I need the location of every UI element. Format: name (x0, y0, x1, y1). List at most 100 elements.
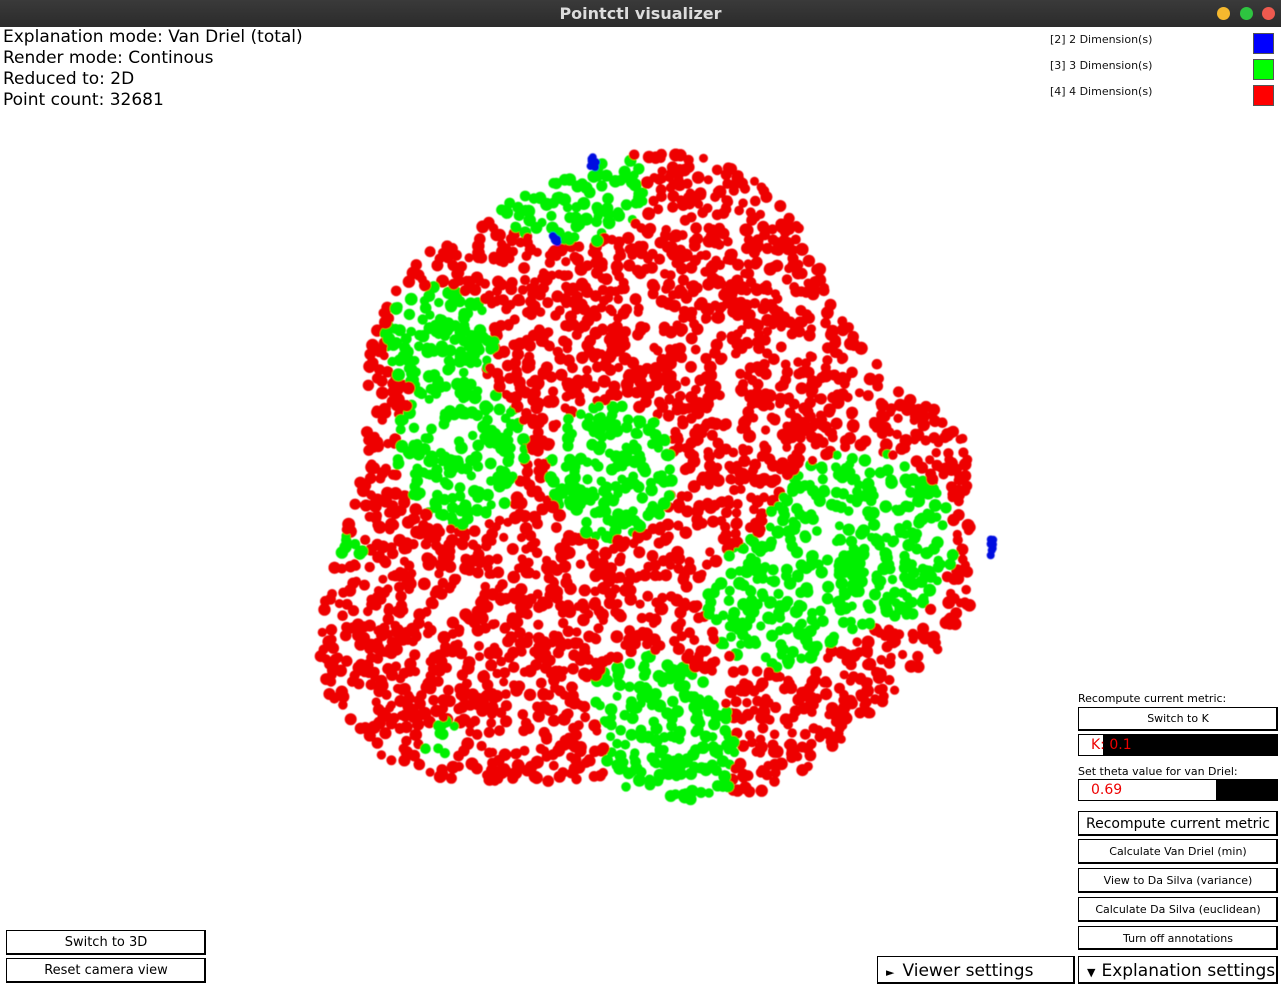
data-point (734, 205, 744, 216)
data-point (519, 667, 530, 677)
data-point (862, 390, 874, 402)
data-point (506, 419, 518, 431)
data-point (712, 780, 724, 792)
data-point (587, 170, 600, 183)
switch-3d-button[interactable]: Switch to 3D (6, 930, 206, 955)
data-point (766, 629, 779, 642)
view-da-silva-variance-button[interactable]: View to Da Silva (variance) (1078, 868, 1278, 893)
data-point (933, 555, 943, 566)
data-point (398, 542, 411, 555)
data-point (633, 192, 644, 203)
data-point (499, 667, 511, 679)
data-point (385, 524, 395, 535)
data-point (564, 474, 576, 486)
data-point (779, 509, 791, 521)
explanation-settings-button[interactable]: ▼ Explanation settings (1078, 956, 1278, 984)
data-point (670, 593, 684, 607)
data-point (807, 352, 817, 362)
data-point (571, 774, 582, 785)
data-point (712, 277, 724, 290)
data-point (677, 415, 688, 425)
data-point (465, 454, 477, 467)
data-point (553, 631, 563, 641)
data-point (523, 233, 533, 242)
data-point (605, 388, 618, 401)
data-point (819, 369, 833, 383)
data-point (500, 715, 513, 728)
turn-off-annotations-button[interactable]: Turn off annotations (1078, 926, 1278, 950)
data-point (806, 550, 818, 562)
data-point (437, 728, 449, 740)
data-point (663, 490, 675, 502)
data-point (888, 535, 900, 546)
reset-camera-button[interactable]: Reset camera view (6, 958, 206, 983)
data-point (741, 336, 753, 348)
maximize-button[interactable] (1240, 7, 1253, 20)
data-point (658, 321, 671, 333)
data-point (466, 471, 476, 481)
legend-label-3d: [3] 3 Dimension(s) (1050, 59, 1153, 72)
data-point (846, 419, 860, 433)
data-point (610, 630, 624, 644)
data-point (519, 745, 530, 756)
data-point (726, 632, 736, 642)
data-point (517, 433, 530, 446)
data-point (548, 386, 559, 397)
data-point (567, 362, 578, 374)
data-point (471, 341, 484, 353)
data-point (338, 587, 349, 598)
viewer-settings-button[interactable]: ► Viewer settings (877, 956, 1075, 984)
data-point (406, 703, 419, 716)
data-point (518, 452, 530, 464)
data-point (701, 559, 713, 570)
data-point (417, 577, 431, 591)
data-point (855, 672, 867, 683)
data-point (382, 613, 395, 625)
data-point (547, 749, 559, 761)
data-point (768, 320, 778, 330)
calc-van-driel-min-button[interactable]: Calculate Van Driel (min) (1078, 839, 1278, 864)
data-point (757, 722, 769, 734)
data-point (768, 745, 781, 758)
data-point (352, 661, 366, 675)
minimize-button[interactable] (1217, 7, 1230, 20)
data-point (426, 343, 437, 353)
switch-k-button[interactable]: Switch to K (1078, 707, 1278, 731)
data-point (730, 696, 742, 708)
data-point (544, 654, 556, 667)
data-point (678, 163, 691, 177)
recompute-metric-button[interactable]: Recompute current metric (1078, 811, 1278, 836)
k-value-field[interactable]: K: 0.1 (1078, 734, 1278, 756)
data-point (475, 652, 484, 662)
data-point (666, 720, 677, 732)
calc-da-silva-euclidean-button[interactable]: Calculate Da Silva (euclidean) (1078, 897, 1278, 922)
data-point (730, 528, 741, 539)
data-point (663, 531, 674, 542)
data-point (533, 458, 543, 468)
data-point (743, 299, 754, 310)
data-point (571, 482, 581, 492)
data-point (369, 641, 380, 652)
data-point (394, 607, 406, 619)
data-point (434, 297, 444, 308)
data-point (591, 234, 604, 247)
data-point (357, 724, 367, 734)
close-button[interactable] (1262, 7, 1275, 20)
theta-value-field[interactable]: 0.69 (1078, 779, 1278, 801)
data-point (406, 368, 418, 380)
data-point (420, 743, 431, 754)
data-point (413, 269, 425, 281)
data-point (407, 568, 417, 578)
data-point (557, 543, 569, 554)
data-point (834, 521, 844, 531)
data-point (796, 741, 808, 753)
data-point (424, 526, 436, 537)
data-point (625, 584, 637, 596)
data-point (453, 639, 463, 650)
data-point (364, 561, 375, 573)
data-point (518, 595, 529, 606)
data-point (440, 641, 451, 653)
data-point (709, 347, 721, 359)
data-point (941, 571, 953, 583)
